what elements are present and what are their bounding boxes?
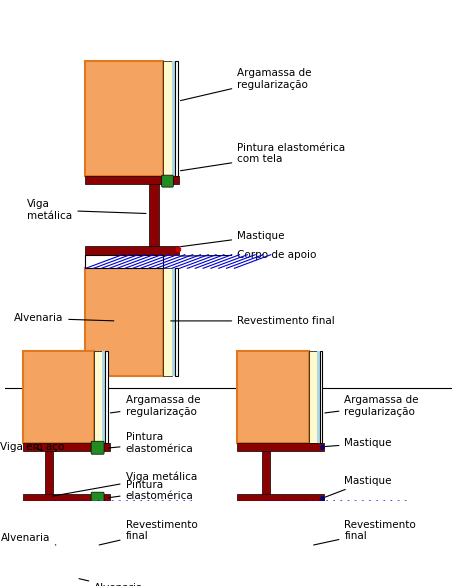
Bar: [23, 351, 94, 443]
Text: Pintura
elastomérica: Pintura elastomérica: [108, 432, 193, 454]
Bar: [94, 513, 102, 581]
Bar: [102, 513, 106, 581]
Bar: [175, 62, 178, 176]
Bar: [23, 443, 110, 451]
Bar: [237, 351, 308, 443]
Bar: [23, 513, 94, 581]
Bar: [172, 268, 175, 376]
Bar: [85, 254, 164, 268]
Bar: [237, 500, 308, 513]
Bar: [23, 500, 94, 513]
Bar: [262, 451, 270, 496]
Text: Mastique: Mastique: [181, 231, 284, 247]
Bar: [94, 351, 102, 443]
Text: Revestimento
final: Revestimento final: [99, 520, 197, 545]
Bar: [164, 268, 172, 376]
Text: Pintura
elastomérica: Pintura elastomérica: [108, 480, 193, 502]
Bar: [320, 513, 322, 581]
Bar: [85, 62, 164, 176]
FancyBboxPatch shape: [91, 492, 104, 503]
Bar: [164, 62, 172, 176]
Text: Mastique: Mastique: [325, 438, 392, 448]
Text: Alvenaria: Alvenaria: [79, 578, 144, 586]
Bar: [317, 513, 320, 581]
Text: Viga
metálica: Viga metálica: [27, 199, 146, 221]
FancyBboxPatch shape: [162, 175, 173, 187]
Text: Mastique: Mastique: [325, 476, 392, 497]
Bar: [85, 268, 164, 376]
Text: Corpo de apoio: Corpo de apoio: [181, 250, 317, 260]
Text: Revestimento final: Revestimento final: [171, 316, 335, 326]
Bar: [175, 268, 178, 376]
Bar: [149, 183, 159, 246]
Bar: [45, 451, 53, 496]
Text: Argamassa de
regularização: Argamassa de regularização: [180, 68, 312, 101]
Text: Viga em aço: Viga em aço: [0, 442, 65, 452]
Text: Revestimento
final: Revestimento final: [313, 520, 416, 545]
Text: Argamassa de
regularização: Argamassa de regularização: [111, 395, 200, 417]
Text: Pintura elastomérica
com tela: Pintura elastomérica com tela: [181, 143, 345, 171]
Text: Viga metálica: Viga metálica: [52, 471, 197, 496]
Bar: [317, 351, 320, 443]
Bar: [85, 246, 179, 254]
Text: Alvenaria: Alvenaria: [14, 314, 114, 323]
Bar: [308, 351, 317, 443]
Bar: [172, 62, 175, 176]
Bar: [320, 351, 322, 443]
Bar: [102, 351, 106, 443]
Bar: [85, 176, 179, 183]
Text: Alvenaria: Alvenaria: [0, 533, 56, 545]
Bar: [106, 351, 108, 443]
Bar: [106, 513, 108, 581]
Bar: [237, 443, 324, 451]
Text: Argamassa de
regularização: Argamassa de regularização: [325, 395, 419, 417]
Bar: [237, 494, 324, 500]
Bar: [23, 494, 110, 500]
FancyBboxPatch shape: [91, 441, 104, 454]
Bar: [237, 513, 308, 581]
Bar: [308, 513, 317, 581]
